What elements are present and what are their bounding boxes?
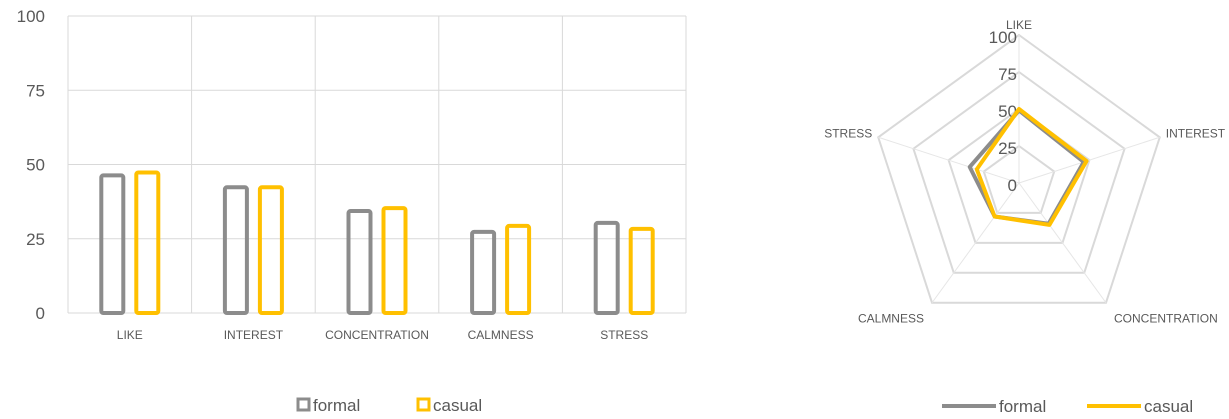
- radar-spoke: [931, 182, 1020, 304]
- radar-chart: 0255075100LIKEINTERESTCONCENTRATIONCALMN…: [824, 18, 1226, 326]
- y-tick-label: 50: [26, 156, 45, 175]
- legend-label-casual: casual: [433, 396, 482, 415]
- radar-axis-label: CALMNESS: [858, 312, 924, 326]
- y-tick-label: 100: [17, 7, 45, 26]
- bar-chart-legend: formal casual: [296, 396, 482, 415]
- bar-chart: 0 25 50 75 100 LIKE INTEREST CONCENTRATION CALMN…: [17, 7, 687, 342]
- bar-formal-calmness: [470, 229, 497, 315]
- x-tick-label: STRESS: [600, 328, 648, 342]
- y-tick-label: 25: [26, 230, 45, 249]
- legend-swatch-formal: [296, 397, 311, 412]
- bar-casual-stress: [628, 226, 655, 315]
- bar-formal-interest: [222, 185, 249, 315]
- x-tick-label: CALMNESS: [468, 328, 534, 342]
- bar-casual-concentration: [381, 206, 408, 315]
- x-tick-label: LIKE: [117, 328, 143, 342]
- legend-label-formal: formal: [313, 396, 360, 415]
- radar-chart-legend: formal casual: [942, 397, 1193, 416]
- radar-tick-label: 0: [1008, 176, 1017, 195]
- bar-formal-concentration: [346, 209, 373, 315]
- radar-gridline: [912, 70, 1126, 274]
- radar-spoke: [1018, 182, 1107, 304]
- radar-axis-label: LIKE: [1006, 18, 1032, 32]
- radar-tick-label: 75: [998, 65, 1017, 84]
- radar-tick-label: 100: [989, 28, 1017, 47]
- radar-gridline: [982, 144, 1056, 214]
- legend-swatch-casual: [416, 397, 431, 412]
- x-tick-label: INTEREST: [224, 328, 284, 342]
- bar-casual-like: [134, 170, 161, 315]
- radar-gridline: [877, 33, 1161, 304]
- radar-spoke: [1018, 136, 1160, 184]
- radar-axis-label: STRESS: [824, 126, 872, 140]
- radar-spoke: [878, 136, 1020, 184]
- bar-casual-interest: [257, 185, 284, 315]
- y-tick-label: 75: [26, 81, 45, 100]
- radar-axis-label: CONCENTRATION: [1114, 312, 1218, 326]
- radar-series-casual: [974, 107, 1089, 227]
- bar-formal-like: [99, 173, 126, 315]
- x-tick-label: CONCENTRATION: [325, 328, 429, 342]
- y-tick-label: 0: [36, 304, 45, 323]
- radar-axis-label: INTEREST: [1166, 126, 1226, 140]
- radar-gridline: [947, 107, 1091, 244]
- bar-casual-calmness: [505, 223, 532, 315]
- radar-tick-label: 25: [998, 139, 1017, 158]
- legend-label-formal: formal: [999, 397, 1046, 416]
- bar-formal-stress: [593, 220, 620, 315]
- legend-label-casual: casual: [1144, 397, 1193, 416]
